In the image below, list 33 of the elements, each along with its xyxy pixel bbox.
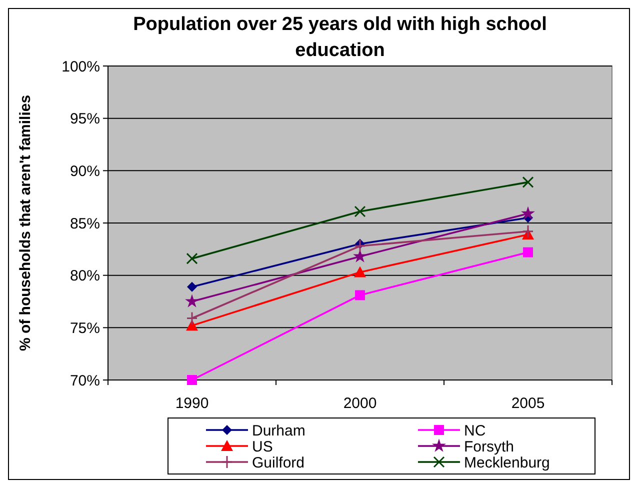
- y-tick-label: 90%: [70, 162, 100, 180]
- point: [186, 252, 198, 264]
- point: [186, 320, 198, 331]
- y-tick-label: 70%: [70, 372, 100, 390]
- y-tick-label: 75%: [70, 320, 100, 337]
- y-axis-title: % of households that aren't families: [17, 94, 34, 352]
- legend-label: Forsyth: [464, 438, 514, 456]
- y-tick-label: 85%: [70, 215, 100, 232]
- legend-label: Mecklenburg: [464, 454, 550, 472]
- point: [355, 290, 365, 300]
- point: [186, 311, 198, 325]
- x-tick-label: 2000: [343, 395, 377, 412]
- point: [354, 266, 366, 278]
- y-tick-label: 100%: [62, 58, 100, 76]
- point: [522, 207, 534, 219]
- x-tick-label: 1990: [175, 395, 209, 412]
- legend-label: US: [252, 438, 273, 456]
- chart-title: Population over 25 years old with high school education: [133, 14, 547, 61]
- x-tick-label: 2005: [511, 395, 545, 412]
- point: [187, 375, 197, 385]
- y-tick-label: 95%: [70, 110, 100, 128]
- legend-label: Durham: [252, 422, 306, 440]
- point: [522, 176, 534, 188]
- point: [354, 250, 366, 262]
- legend-label: NC: [464, 422, 486, 440]
- point: [186, 295, 198, 307]
- point: [187, 282, 197, 292]
- point: [354, 239, 366, 253]
- y-tick-label: 80%: [70, 268, 100, 285]
- point: [522, 224, 534, 238]
- legend-label: Guilford: [252, 454, 305, 472]
- point: [523, 247, 533, 258]
- point: [354, 206, 366, 218]
